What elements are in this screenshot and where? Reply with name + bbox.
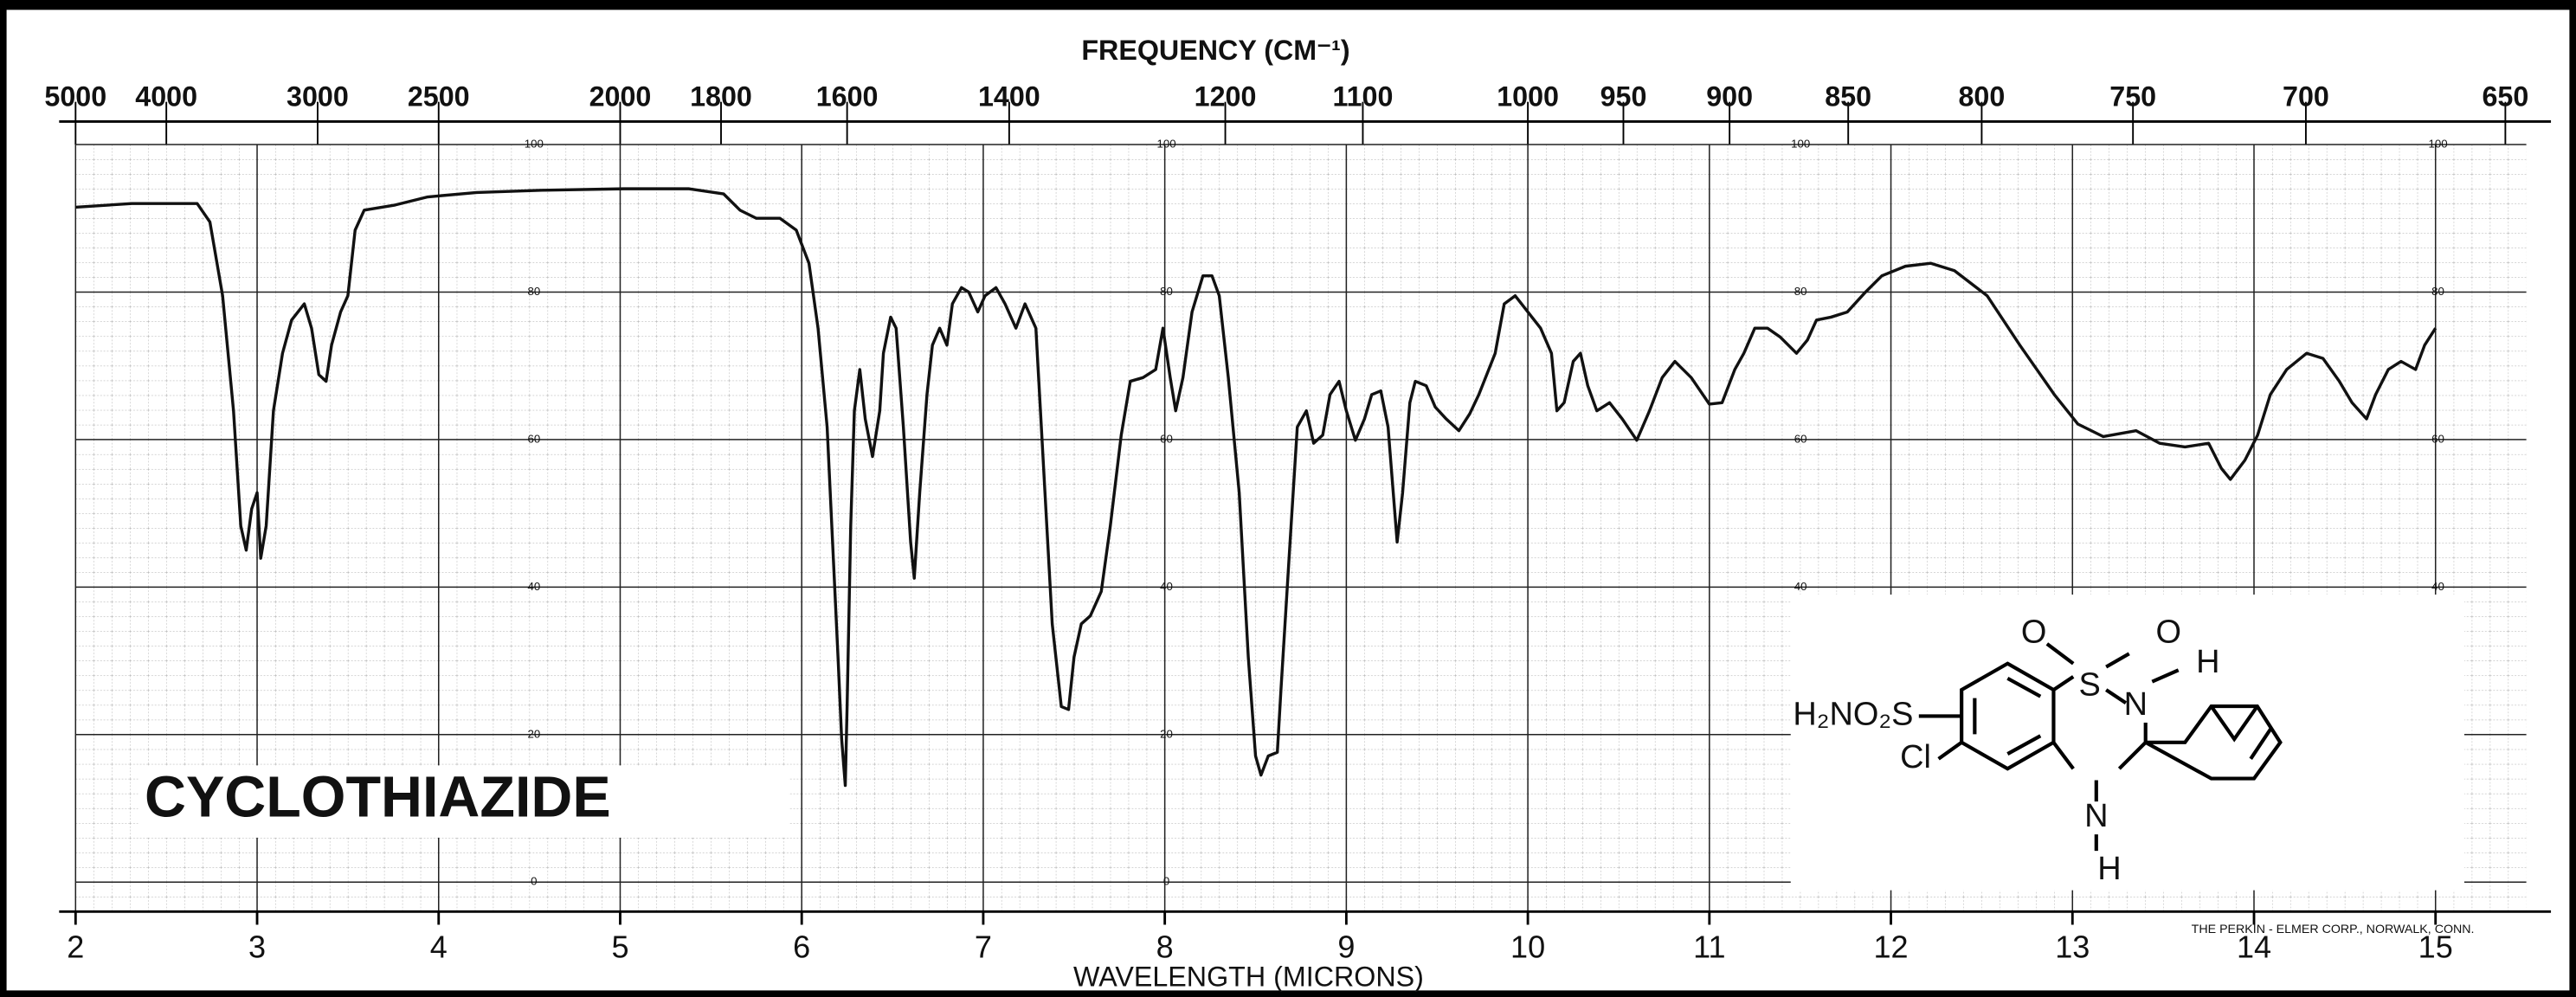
- x2-tick-label: 1400: [978, 80, 1040, 112]
- x2-tick-label: 750: [2109, 80, 2156, 112]
- structure-label: S: [2079, 666, 2101, 703]
- compound-name: CYCLOTHIAZIDE: [145, 766, 611, 830]
- y-tick-label: 100: [1156, 138, 1175, 151]
- x-tick-label: 12: [1873, 929, 1908, 964]
- x-tick-label: 11: [1693, 929, 1725, 964]
- y-tick-label: 0: [1163, 875, 1169, 888]
- x-tick-label: 15: [2418, 929, 2453, 964]
- x-axis-label: WAVELENGTH (MICRONS): [1073, 962, 1424, 993]
- y-tick-label: 80: [1160, 285, 1173, 298]
- y-tick-label: 40: [1160, 580, 1173, 593]
- y-tick-label: 100: [525, 138, 544, 151]
- x-tick-label: 13: [2055, 929, 2090, 964]
- spectrum-line: [75, 187, 2438, 788]
- x2-tick-label: 1800: [690, 80, 752, 112]
- y-tick-label: 40: [2431, 580, 2444, 593]
- structure-box: [1790, 595, 2464, 891]
- x-tick-label: 2: [67, 929, 84, 964]
- x-tick-label: 9: [1337, 929, 1355, 964]
- x2-tick-label: 3000: [287, 80, 349, 112]
- y-tick-label: 60: [1794, 432, 1807, 445]
- structure-label: O: [2156, 614, 2182, 651]
- x2-tick-label: 900: [1706, 80, 1753, 112]
- chart-title: FREQUENCY (CM⁻¹): [1081, 35, 1349, 66]
- y-tick-label: 80: [527, 285, 540, 298]
- structure-label: H: [2097, 851, 2121, 887]
- structure-label: Cl: [1900, 739, 1931, 775]
- x-tick-label: 14: [2237, 929, 2271, 964]
- y-tick-label: 40: [1794, 580, 1807, 593]
- y-tick-label: 60: [2431, 432, 2444, 445]
- x-tick-label: 5: [611, 929, 628, 964]
- x2-tick-label: 700: [2283, 80, 2329, 112]
- x2-tick-label: 1600: [816, 80, 879, 112]
- y-tick-label: 60: [527, 432, 540, 445]
- x2-tick-label: 2500: [408, 80, 470, 112]
- x-tick-label: 4: [430, 929, 448, 964]
- structure-label: N: [2124, 686, 2148, 723]
- x-tick-label: 10: [1510, 929, 1545, 964]
- name-box: [138, 765, 789, 838]
- x-tick-label: 7: [975, 929, 992, 964]
- x-tick-label: 8: [1156, 929, 1174, 964]
- y-tick-label: 40: [527, 580, 540, 593]
- structure-bonds: [1918, 642, 2283, 852]
- y-tick-label: 100: [1791, 138, 1810, 151]
- x2-tick-label: 2000: [589, 80, 652, 112]
- structure-label: O: [2021, 614, 2047, 651]
- x2-tick-label: 800: [1959, 80, 2006, 112]
- y-tick-label: 20: [1160, 727, 1173, 740]
- y-tick-label: 0: [531, 875, 537, 888]
- x2-tick-label: 950: [1600, 80, 1647, 112]
- structure-label: H: [2196, 644, 2219, 680]
- y-tick-label: 80: [1794, 285, 1807, 298]
- x-tick-label: 3: [248, 929, 266, 964]
- x2-tick-label: 1000: [1497, 80, 1559, 112]
- y-tick-label: 100: [2429, 138, 2448, 151]
- y-tick-label: 60: [1160, 432, 1173, 445]
- x2-tick-label: 850: [1825, 80, 1871, 112]
- x2-tick-label: 5000: [44, 80, 106, 112]
- structure-label: N: [2084, 798, 2108, 834]
- x2-tick-label: 4000: [135, 80, 197, 112]
- y-tick-label: 20: [527, 727, 540, 740]
- x2-tick-label: 1200: [1195, 80, 1257, 112]
- credit: THE PERKIN - ELMER CORP., NORWALK, CONN.: [2192, 923, 2475, 936]
- x2-tick-label: 650: [2482, 80, 2528, 112]
- x2-tick-label: 1100: [1332, 80, 1393, 112]
- x-tick-label: 6: [793, 929, 810, 964]
- structure-label: H₂NO₂S: [1793, 696, 1913, 732]
- y-tick-label: 80: [2431, 285, 2444, 298]
